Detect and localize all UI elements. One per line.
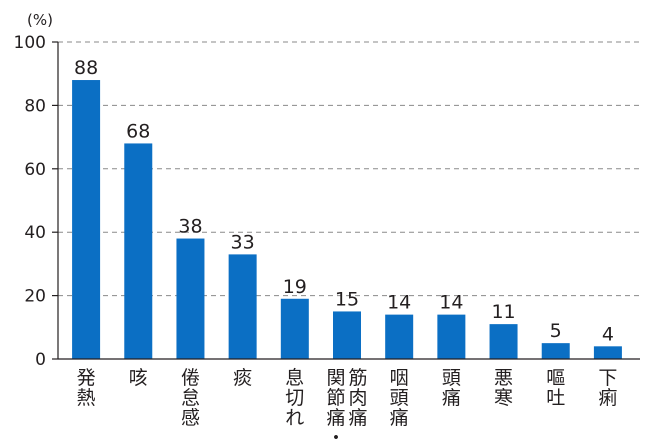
y-tick-label: 60 bbox=[24, 160, 46, 180]
x-tick-label-char: 関 bbox=[326, 367, 345, 389]
data-label: 88 bbox=[74, 57, 98, 79]
x-tick-label-char: 感 bbox=[181, 407, 200, 429]
x-tick-label: 悪寒 bbox=[494, 367, 513, 409]
x-tick-label-char: 倦 bbox=[181, 367, 200, 389]
y-axis-unit-label: (%) bbox=[27, 11, 53, 29]
bar bbox=[124, 143, 153, 359]
x-tick-label-char: 頭 bbox=[442, 367, 461, 389]
x-tick-label: 嘔吐 bbox=[546, 367, 565, 409]
x-tick-label-char: 切 bbox=[285, 387, 304, 409]
bar bbox=[541, 343, 570, 359]
y-tick-label: 0 bbox=[35, 350, 46, 370]
data-label: 14 bbox=[387, 292, 411, 314]
y-axis: 0 20 40 60 80 100 bbox=[14, 33, 59, 370]
data-label: 19 bbox=[283, 276, 307, 298]
x-tick-label-char: 痰 bbox=[233, 367, 252, 389]
x-tick-label-char: 節 bbox=[326, 387, 345, 409]
x-tick-label-char: 嘔 bbox=[546, 367, 565, 389]
bar bbox=[280, 298, 309, 359]
x-tick-label: 倦怠感 bbox=[181, 367, 200, 429]
x-tick-label-char: 痛 bbox=[390, 407, 409, 429]
gridlines bbox=[58, 41, 640, 297]
x-tick-label-char: れ bbox=[285, 407, 304, 429]
bar bbox=[176, 238, 205, 359]
x-tick-label-char: 咽 bbox=[390, 367, 409, 389]
x-tick-label: 息切れ bbox=[285, 367, 304, 429]
bar bbox=[228, 254, 257, 359]
x-tick-label-char: 痢 bbox=[598, 387, 617, 409]
x-tick-label-char: 痛 bbox=[348, 407, 367, 429]
x-tick-label-char: 下 bbox=[598, 367, 617, 389]
x-tick-label-char: 筋 bbox=[348, 367, 367, 389]
x-tick-label: 咽頭痛 bbox=[390, 367, 409, 429]
data-label: 5 bbox=[550, 320, 562, 342]
bar bbox=[489, 324, 518, 359]
x-tick-label-char: 息 bbox=[285, 367, 304, 389]
x-tick-label-char: 痛 bbox=[326, 407, 345, 429]
bar bbox=[437, 314, 466, 359]
x-tick-label: 発熱 bbox=[77, 367, 96, 409]
y-tick-label: 40 bbox=[24, 223, 46, 243]
y-tick-label: 20 bbox=[24, 287, 46, 307]
data-label: 4 bbox=[602, 323, 614, 345]
data-label: 15 bbox=[335, 288, 359, 310]
x-tick-label-char: 熱 bbox=[77, 387, 96, 409]
bars bbox=[72, 80, 622, 359]
bar bbox=[72, 80, 101, 359]
data-label: 11 bbox=[491, 301, 515, 323]
bar bbox=[385, 314, 414, 359]
x-tick-label-char: 寒 bbox=[494, 387, 513, 409]
x-tick-label-char: 吐 bbox=[546, 387, 565, 409]
x-tick-label-char: 咳 bbox=[129, 367, 148, 389]
x-tick-label: 痰 bbox=[233, 367, 252, 389]
x-tick-label: 咳 bbox=[129, 367, 148, 389]
bar bbox=[333, 311, 361, 359]
x-tick-label: 関節痛・ 筋肉痛 bbox=[326, 367, 367, 440]
x-tick-label: 下痢 bbox=[598, 367, 617, 409]
x-tick-label-char: 肉 bbox=[348, 387, 367, 409]
y-tick-label: 100 bbox=[14, 33, 46, 53]
data-labels: 88 68 38 33 19 15 14 14 11 5 4 bbox=[74, 57, 614, 345]
bar bbox=[593, 346, 622, 359]
x-tick-label: 頭痛 bbox=[442, 367, 461, 409]
data-label: 38 bbox=[178, 216, 202, 238]
x-tick-label-char: 頭 bbox=[390, 387, 409, 409]
x-tick-label-char: 悪 bbox=[494, 367, 513, 389]
data-label: 33 bbox=[231, 231, 255, 253]
x-tick-label-char: 怠 bbox=[181, 387, 200, 409]
x-tick-label-char: 痛 bbox=[442, 387, 461, 409]
x-tick-label-char: 発 bbox=[77, 367, 96, 389]
x-tick-label-char: ・ bbox=[326, 427, 345, 440]
data-label: 68 bbox=[126, 120, 150, 142]
data-label: 14 bbox=[439, 292, 463, 314]
y-tick-label: 80 bbox=[24, 96, 46, 116]
